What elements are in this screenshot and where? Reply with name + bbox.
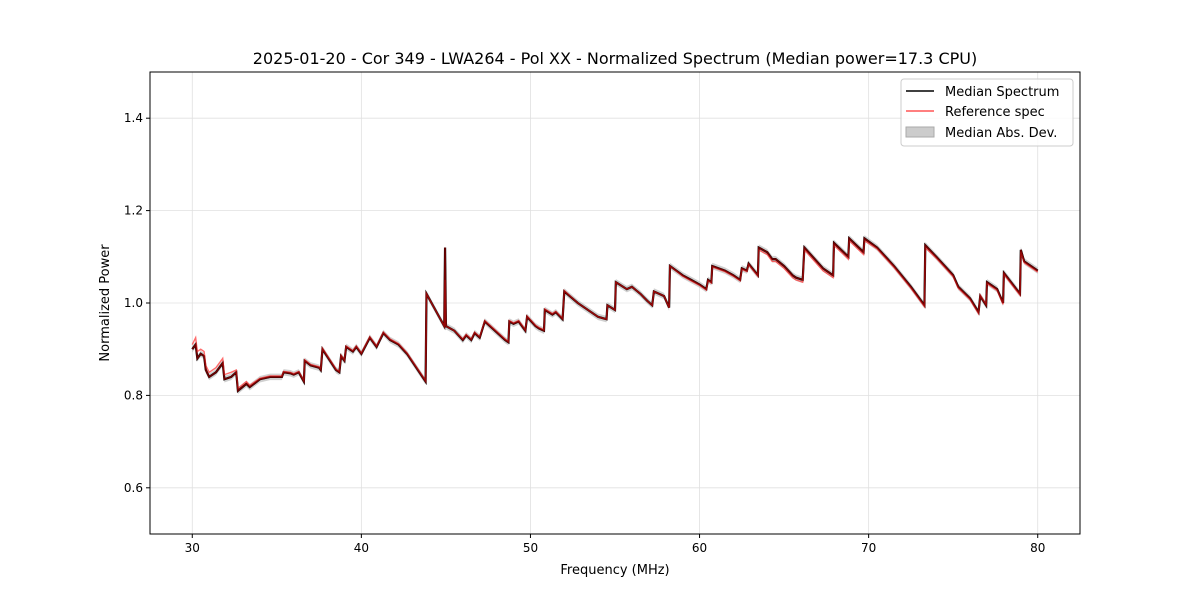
x-tick-label: 60: [692, 541, 707, 555]
y-tick-label: 0.8: [124, 388, 143, 402]
mad-band: [192, 235, 1038, 395]
y-tick-label: 0.6: [124, 481, 143, 495]
x-tick-label: 30: [185, 541, 200, 555]
legend-median-label: Median Spectrum: [945, 85, 1059, 100]
legend-box: [900, 78, 1074, 147]
legend-mad-swatch: [905, 126, 935, 138]
x-tick-label: 70: [861, 541, 876, 555]
x-tick-label: 40: [354, 541, 369, 555]
y-tick-label: 1.2: [124, 204, 143, 218]
median-overlap-line: [191, 236, 1039, 393]
legend: Median Spectrum Reference spec Median Ab…: [900, 78, 1074, 147]
legend-reference-label: Reference spec: [945, 105, 1045, 120]
chart-title: 2025-01-20 - Cor 349 - LWA264 - Pol XX -…: [253, 49, 977, 68]
legend-mad-label: Median Abs. Dev.: [945, 126, 1057, 141]
reference-spec-line: [191, 239, 1039, 390]
x-tick-label: 50: [523, 541, 538, 555]
x-tick-label: 80: [1030, 541, 1045, 555]
mad-band-group: [192, 235, 1038, 395]
series-lines: [191, 235, 1039, 393]
y-tick-label: 1.0: [124, 296, 143, 310]
y-tick-label: 1.4: [124, 111, 143, 125]
ticks: 30 40 50 60 70 80 0.6 0.8 1.0 1.2 1.4: [124, 111, 1045, 555]
y-axis-label: Normalized Power: [98, 244, 113, 362]
x-axis-label: Frequency (MHz): [560, 563, 669, 578]
